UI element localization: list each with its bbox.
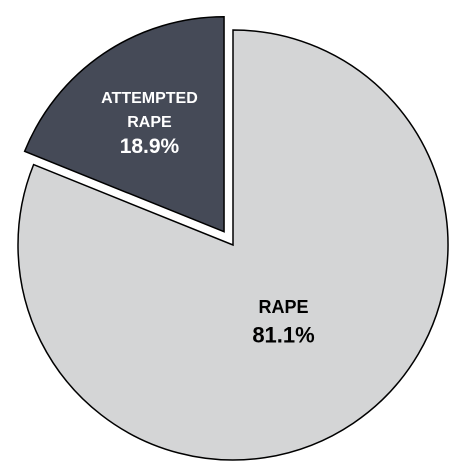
slice-label: ATTEMPTED [101, 90, 198, 107]
pie-slice-rape [17, 29, 449, 461]
slice-label: RAPE [127, 114, 172, 131]
slice-value-label: 18.9% [120, 135, 180, 158]
slice-label: RAPE [259, 297, 309, 317]
pie-slice-attempted-rape [23, 15, 225, 233]
slice-value-label: 81.1% [252, 322, 314, 347]
